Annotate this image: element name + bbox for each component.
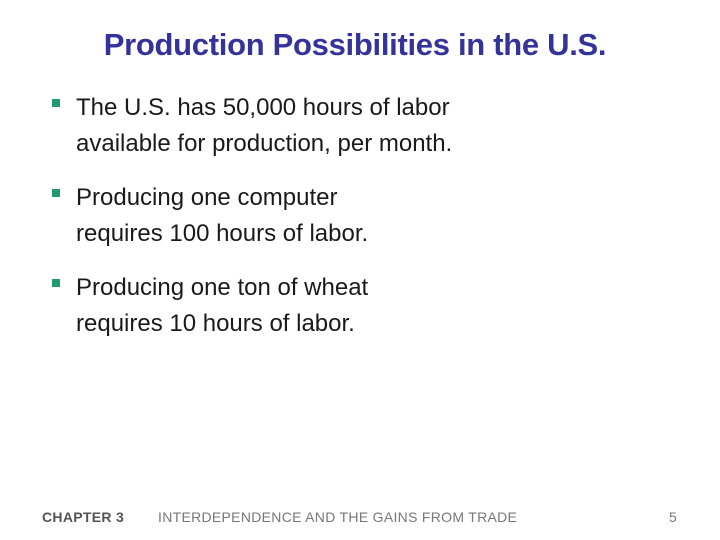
footer-chapter: CHAPTER 3 [42, 509, 125, 525]
square-bullet-icon [52, 279, 60, 287]
bullet-text-line: requires 10 hours of labor. [76, 310, 355, 337]
bullet-item: Producing one ton of wheat requires 10 h… [50, 270, 690, 342]
bullet-item: The U.S. has 50,000 hours of labor avail… [50, 90, 690, 162]
slide-title: Production Possibilities in the U.S. [103, 27, 607, 62]
bullet-text-line: The U.S. has 50,000 hours of labor [76, 94, 450, 121]
bullet-text-line: Producing one ton of wheat [76, 274, 369, 301]
footer-subtitle: INTERDEPENDENCE AND THE GAINS FROM TRADE [158, 509, 518, 525]
bullet-text-line: available for production, per month. [76, 130, 453, 157]
page-number: 5 [669, 509, 677, 525]
bullet-list: The U.S. has 50,000 hours of labor avail… [50, 90, 690, 360]
bullet-item: Producing one computer requires 100 hour… [50, 180, 690, 252]
bullet-text-line: requires 100 hours of labor. [76, 220, 369, 247]
square-bullet-icon [52, 99, 60, 107]
bullet-text-line: Producing one computer [76, 184, 338, 211]
square-bullet-icon [52, 189, 60, 197]
